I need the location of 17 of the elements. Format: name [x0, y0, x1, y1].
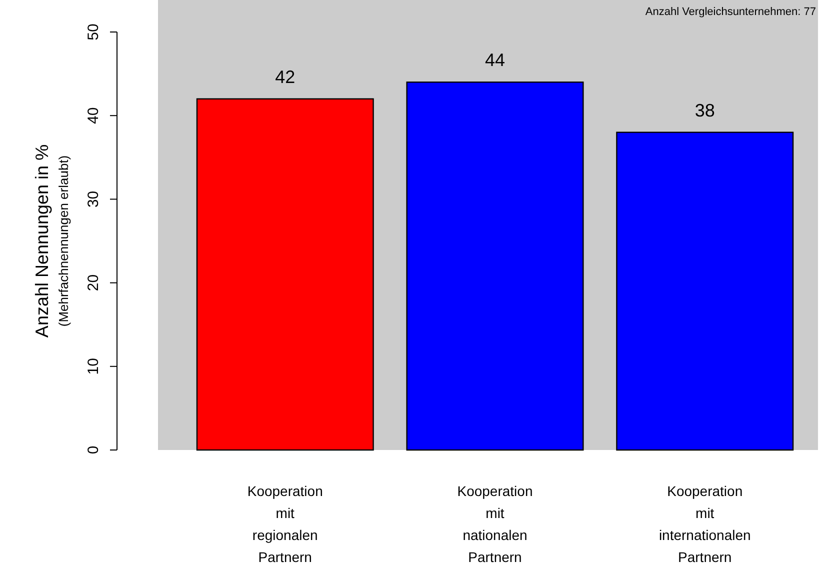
bar [616, 132, 794, 451]
y-tick-label: 0 [85, 446, 102, 454]
data-label: 42 [275, 66, 296, 87]
bar [406, 82, 584, 451]
y-tick-label: 50 [85, 24, 102, 40]
text: Anzahl Vergleichsunternehmen: 77 [645, 6, 816, 18]
y-tick-label: 20 [85, 274, 102, 292]
y-tick-label: 40 [85, 107, 102, 124]
y-tick-label: 10 [85, 358, 102, 375]
bar [196, 98, 374, 451]
x-tick-label: Kooperation mit nationalen Partnern [457, 483, 533, 565]
y-axis-title: Anzahl Nennungen in % (Mehrfachnennungen erlaubt) [32, 144, 71, 338]
data-label: 38 [694, 100, 715, 120]
y-tick-label: 30 [85, 190, 102, 208]
x-tick-label: Kooperation mit internationalen Partnern [658, 483, 751, 565]
data-label: 44 [484, 50, 506, 70]
x-tick-label: Kooperation mit regionalen Partnern [247, 483, 323, 565]
